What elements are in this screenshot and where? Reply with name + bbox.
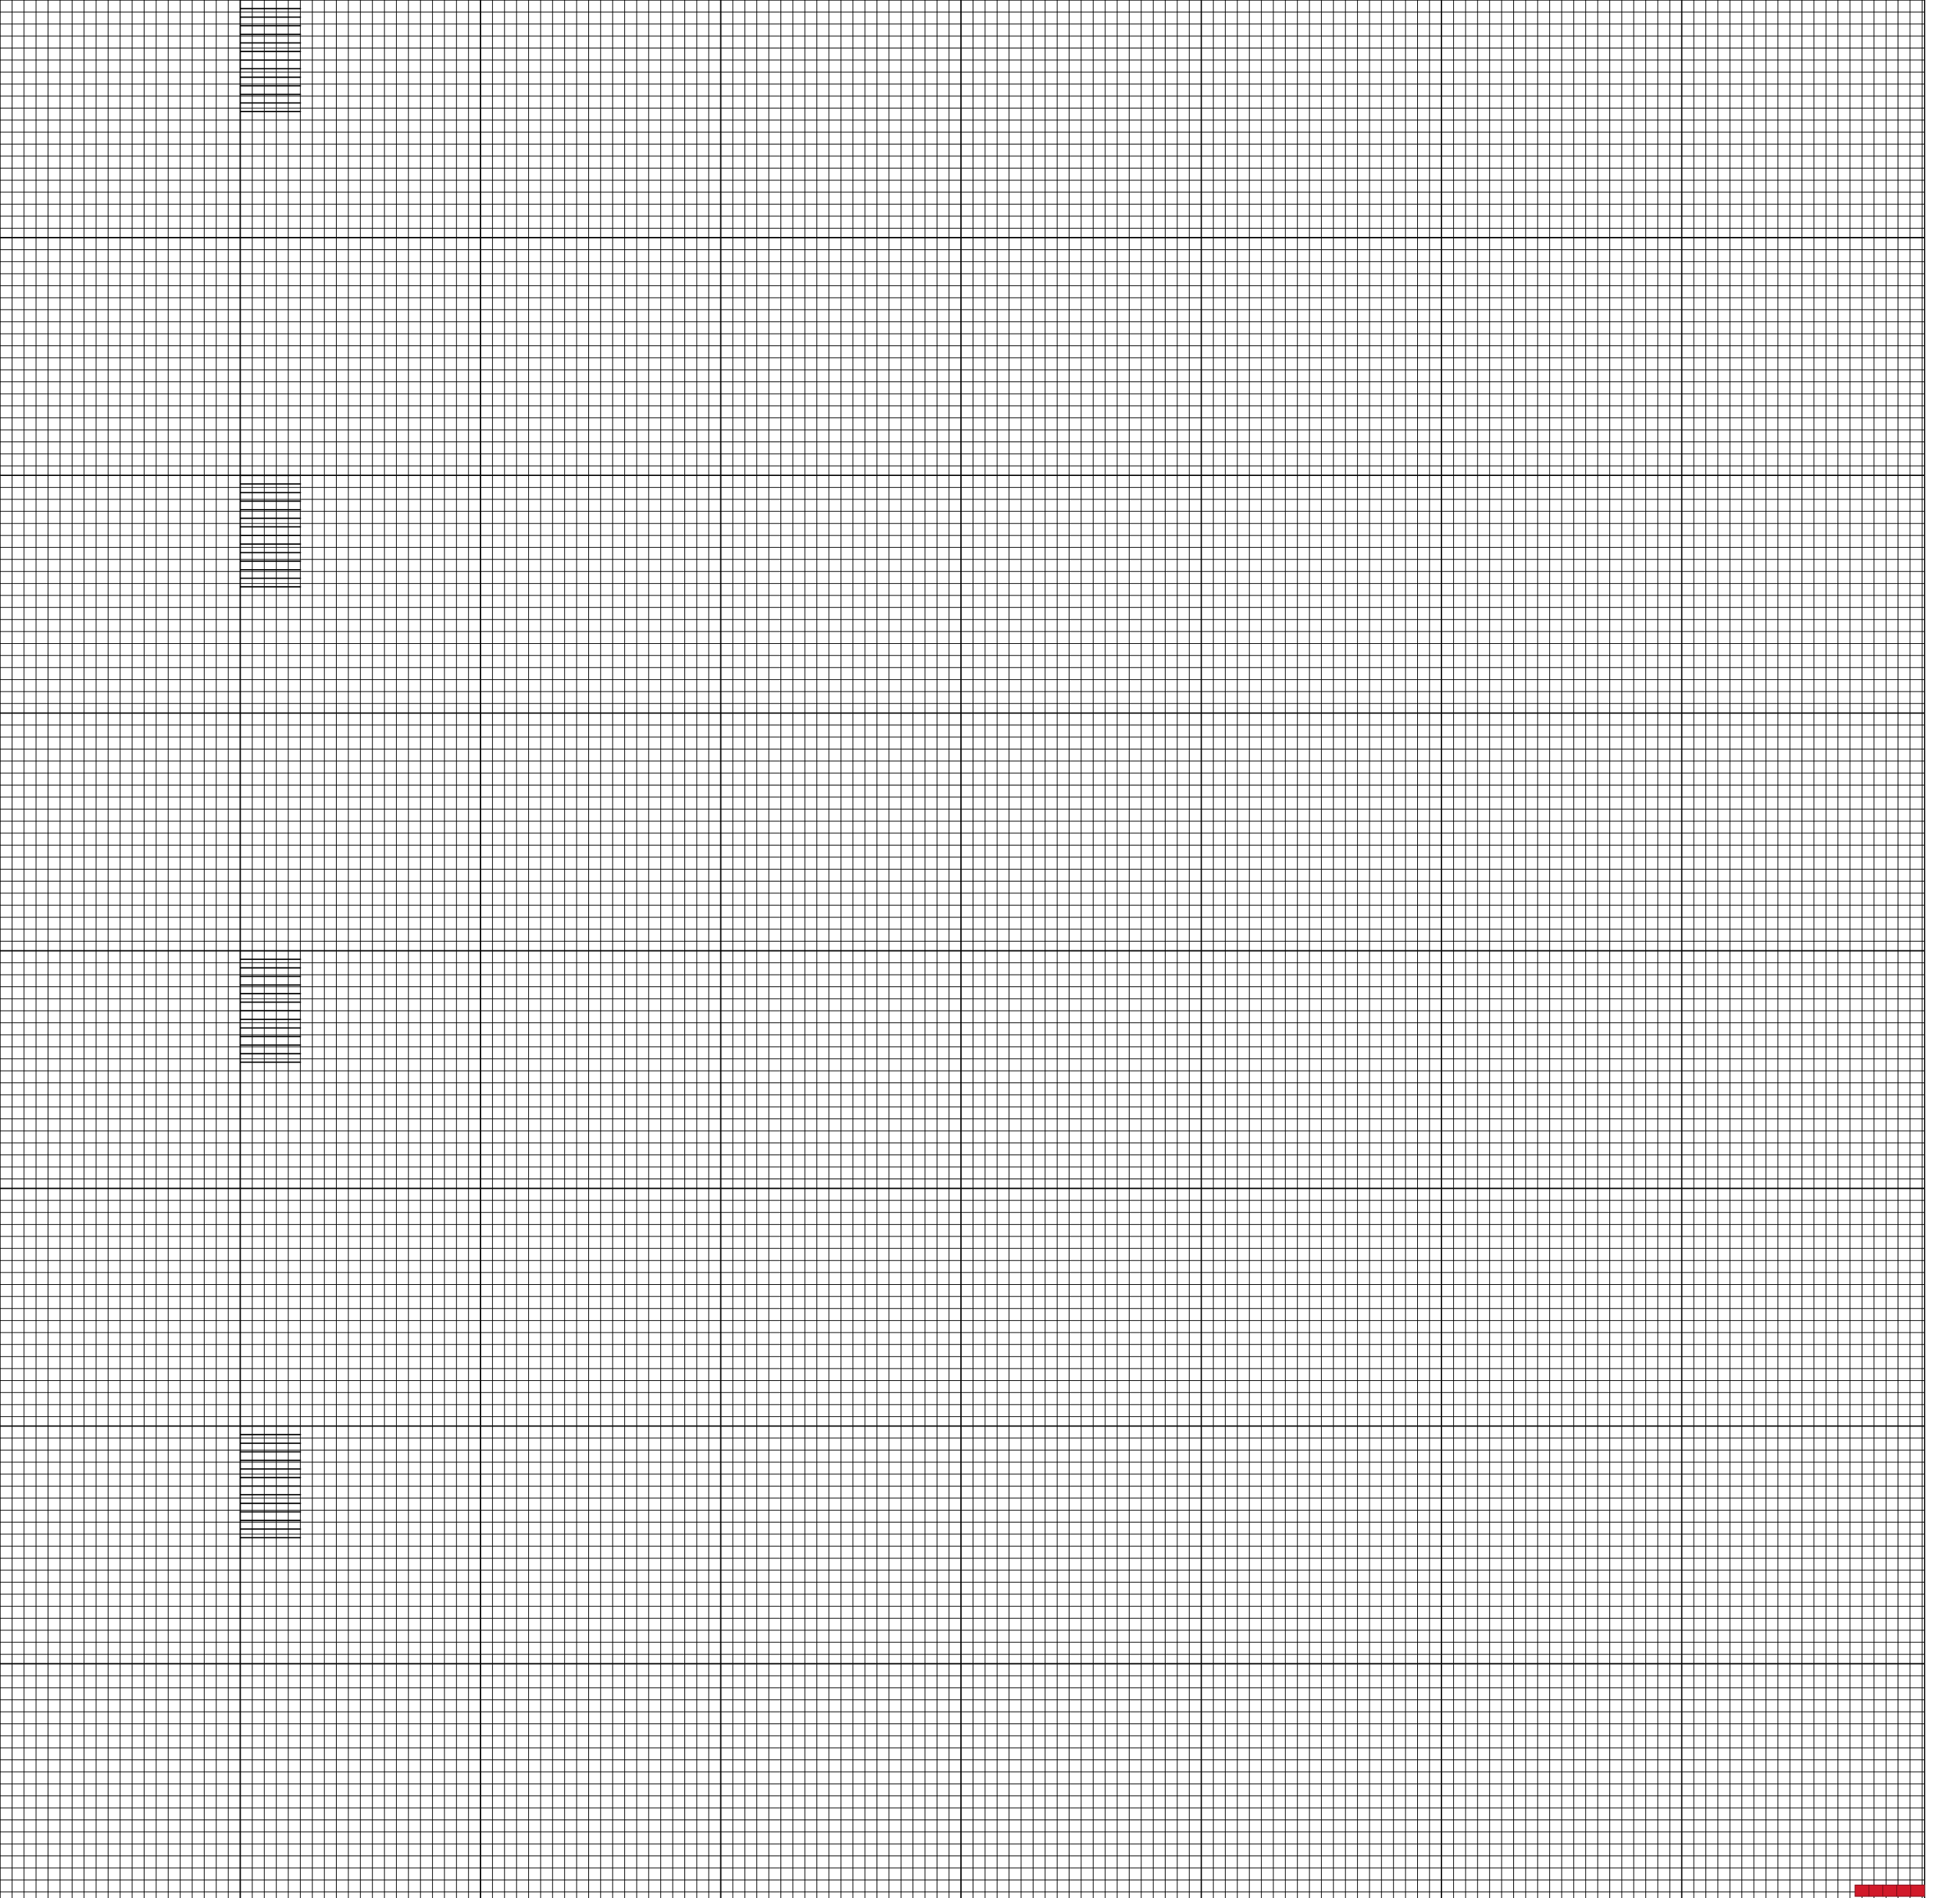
grid-block (1200, 475, 1442, 714)
grid-block (239, 237, 481, 477)
grid-block (1681, 0, 1926, 238)
dense-patch (240, 0, 301, 113)
grid-block (1441, 1663, 1683, 1898)
grid-block (1681, 712, 1926, 952)
grid-block (480, 1187, 722, 1427)
grid-block (239, 950, 481, 1190)
grid-block (480, 712, 722, 952)
grid-block (1681, 237, 1926, 477)
grid-block (960, 237, 1202, 477)
grid-block (1200, 950, 1442, 1190)
grid-block (1200, 1187, 1442, 1427)
dense-patch (240, 950, 301, 1063)
grid-block (960, 475, 1202, 714)
grid-block (720, 1187, 962, 1427)
grid-block (960, 1663, 1202, 1898)
grid-block (0, 712, 241, 952)
grid-block (480, 1663, 722, 1898)
grid-block (1441, 0, 1683, 238)
grid-block (239, 475, 481, 714)
grid-block (0, 1187, 241, 1427)
highlight-cell (1854, 1884, 1870, 1897)
grid-block (1681, 1663, 1926, 1898)
grid-block (0, 1663, 241, 1898)
grid-block (720, 712, 962, 952)
dense-patch (240, 475, 301, 588)
grid-block (720, 950, 962, 1190)
grid-block (1441, 237, 1683, 477)
grid-block (480, 0, 722, 238)
grid-block (960, 0, 1202, 238)
grid-block (1441, 475, 1683, 714)
grid-block (239, 0, 481, 238)
grid-block (720, 1425, 962, 1665)
grid-block (1681, 475, 1926, 714)
dense-patch (240, 1425, 301, 1539)
grid-block (1200, 1425, 1442, 1665)
highlight-cell (1910, 1884, 1926, 1897)
grid-block (1441, 1425, 1683, 1665)
grid-block (480, 475, 722, 714)
grid-block (960, 950, 1202, 1190)
grid-block (0, 237, 241, 477)
grid-block (0, 950, 241, 1190)
grid-block (239, 1425, 481, 1665)
grid-block (1681, 1187, 1926, 1427)
grid-block (720, 1663, 962, 1898)
grid-block (239, 712, 481, 952)
grid-block (0, 475, 241, 714)
grid-block (1200, 0, 1442, 238)
grid-block (1441, 712, 1683, 952)
grid-block (239, 1187, 481, 1427)
grid-block (0, 0, 241, 238)
highlight-cell (1896, 1884, 1912, 1897)
grid-block (1200, 712, 1442, 952)
grid-block (720, 475, 962, 714)
grid-block (960, 1187, 1202, 1427)
grid-block (720, 0, 962, 238)
grid-block (1200, 237, 1442, 477)
grid-block (480, 950, 722, 1190)
grid-block (239, 1663, 481, 1898)
highlight-cell (1868, 1884, 1884, 1897)
grid-block (480, 1425, 722, 1665)
grid-block (1681, 1425, 1926, 1665)
grid-block (480, 237, 722, 477)
grid-block (960, 1425, 1202, 1665)
highlight-cell (1882, 1884, 1898, 1897)
grid-block (720, 237, 962, 477)
highlight-strip (1854, 1884, 1926, 1897)
grid-block (1681, 950, 1926, 1190)
grid-block (960, 712, 1202, 952)
grid-block (0, 1425, 241, 1665)
grid-block (1200, 1663, 1442, 1898)
grid-block (1441, 1187, 1683, 1427)
grid-block (1441, 950, 1683, 1190)
